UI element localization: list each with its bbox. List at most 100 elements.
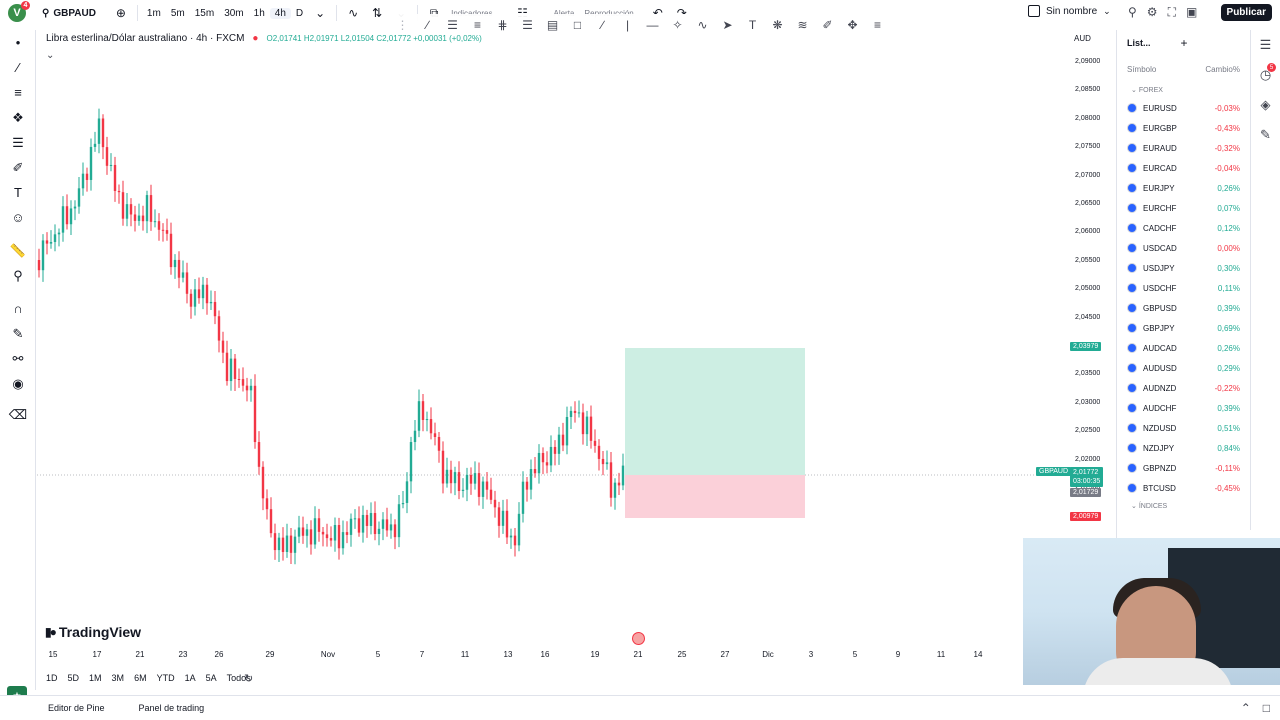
range-button[interactable]: 3M: [111, 673, 125, 683]
text-icon[interactable]: T: [748, 18, 757, 32]
range-button[interactable]: 1D: [46, 673, 58, 683]
range-button[interactable]: 1M: [89, 673, 102, 683]
fib-icon[interactable]: ≡: [473, 18, 481, 32]
watchlist-row[interactable]: GBPUSD 0,39%: [1117, 298, 1250, 318]
interval-15m[interactable]: 15m: [194, 7, 215, 19]
watchlist-row[interactable]: EURCHF 0,07%: [1117, 198, 1250, 218]
interval-5m[interactable]: 5m: [170, 7, 185, 19]
candle-chart-icon[interactable]: ⇅: [372, 6, 383, 20]
watchlist-row[interactable]: EURAUD -0,32%: [1117, 138, 1250, 158]
camera-icon[interactable]: ▣: [1185, 5, 1198, 19]
parallel-channel-icon[interactable]: ☰: [522, 18, 533, 32]
time-axis[interactable]: 15 17 21 23 26 29 Nov 5 7 11 13 16 19 21 25 27 Dic 3 5 9 11 1…: [37, 650, 1037, 664]
wave-icon[interactable]: ≋: [797, 18, 808, 32]
section-indices[interactable]: ⌄ ÍNDICES: [1131, 502, 1168, 511]
range-button[interactable]: 5D: [67, 673, 80, 683]
lock-pen-icon[interactable]: ✎: [12, 325, 24, 341]
templates-icon[interactable]: ☷: [517, 6, 528, 20]
projection-icon[interactable]: ☰: [12, 134, 24, 150]
horizontal-ray-icon[interactable]: ☰: [447, 18, 458, 32]
watchlist-row[interactable]: EURUSD -0,03%: [1117, 98, 1250, 118]
tab-pine-editor[interactable]: Editor de Pine: [48, 703, 105, 713]
quick-search-icon[interactable]: ⚲: [1128, 5, 1137, 19]
goto-date-icon[interactable]: ↻: [244, 673, 254, 685]
take-profit-zone[interactable]: [625, 348, 805, 475]
range-button[interactable]: 6M: [134, 673, 147, 683]
tab-trading-panel[interactable]: Panel de trading: [138, 703, 205, 713]
section-forex[interactable]: ⌄ FOREX: [1131, 86, 1163, 95]
interval-d[interactable]: D: [295, 7, 304, 19]
chat-icon[interactable]: ✎: [1260, 127, 1271, 142]
interval-30m[interactable]: 30m: [224, 7, 244, 19]
watchlist-title[interactable]: List...: [1127, 38, 1151, 48]
watchlist-row[interactable]: USDCAD 0,00%: [1117, 238, 1250, 258]
trash-icon[interactable]: ⌫: [8, 406, 28, 422]
chevron-up-icon[interactable]: ⌃: [1240, 701, 1251, 715]
vertical-line-icon[interactable]: |: [625, 18, 630, 32]
chevron-down-icon[interactable]: ⌄: [396, 6, 407, 20]
watchlist-row[interactable]: BTCUSD -0,45%: [1117, 478, 1250, 498]
horizontal-line-icon[interactable]: —: [646, 18, 659, 32]
zoom-icon[interactable]: ⚲: [13, 267, 23, 283]
watchlist-row[interactable]: GBPNZD -0,11%: [1117, 458, 1250, 478]
watchlist-row[interactable]: USDJPY 0,30%: [1117, 258, 1250, 278]
ruler-icon[interactable]: 📏: [9, 242, 27, 258]
chevron-down-icon[interactable]: ⌄: [46, 50, 55, 61]
indicator-icon[interactable]: ⧉: [429, 5, 439, 20]
arrow-icon[interactable]: ➤: [722, 18, 733, 32]
watchlist-row[interactable]: EURJPY 0,26%: [1117, 178, 1250, 198]
chevron-down-icon[interactable]: ⌄: [315, 6, 326, 20]
alerts-icon[interactable]: ◷ 5: [1251, 60, 1280, 90]
watchlist-row[interactable]: EURCAD -0,04%: [1117, 158, 1250, 178]
watchlist-row[interactable]: NZDUSD 0,51%: [1117, 418, 1250, 438]
indicators-button[interactable]: Indicadores: [451, 8, 493, 18]
undo-icon[interactable]: ↶: [652, 6, 663, 20]
interval-4h[interactable]: 4h: [269, 7, 291, 19]
currency-label[interactable]: AUD: [1074, 34, 1091, 43]
watchlist-row[interactable]: CADCHF 0,12%: [1117, 218, 1250, 238]
magnet-icon[interactable]: ∩: [13, 301, 23, 316]
layout-name[interactable]: Sin nombre ⌄: [1028, 5, 1111, 17]
fib-retracement-icon[interactable]: ≡: [14, 85, 22, 100]
layers-icon[interactable]: ◈: [1260, 97, 1271, 112]
watchlist-row[interactable]: AUDCAD 0,26%: [1117, 338, 1250, 358]
trend-line-icon[interactable]: ∕: [426, 18, 429, 32]
replay-button[interactable]: Reproducción: [584, 8, 634, 18]
alert-button[interactable]: Alerta: [553, 8, 575, 18]
elliott-icon[interactable]: ∿: [697, 18, 708, 32]
brush-icon[interactable]: ✐: [822, 18, 833, 32]
watchlist-row[interactable]: AUDCHF 0,39%: [1117, 398, 1250, 418]
range-button[interactable]: YTD: [156, 673, 175, 683]
economic-event-icon[interactable]: [632, 632, 645, 645]
pattern-icon[interactable]: ❖: [12, 109, 24, 125]
interval-1h[interactable]: 1h: [253, 7, 265, 19]
crosshair-icon[interactable]: •: [15, 35, 21, 50]
watchlist-icon[interactable]: ☰: [1259, 37, 1272, 52]
watchlist-row[interactable]: EURGBP -0,43%: [1117, 118, 1250, 138]
maximize-icon[interactable]: □: [1262, 701, 1270, 715]
path-icon[interactable]: ❋: [772, 18, 783, 32]
interval-1m[interactable]: 1m: [146, 7, 161, 19]
redo-icon[interactable]: ↷: [676, 6, 687, 20]
eye-icon[interactable]: ◉: [12, 375, 24, 391]
watchlist-row[interactable]: USDCHF 0,11%: [1117, 278, 1250, 298]
lock-icon[interactable]: ⚯: [12, 350, 24, 366]
column-change[interactable]: Cambio%: [1205, 64, 1240, 74]
text-icon[interactable]: T: [14, 185, 22, 200]
column-symbol[interactable]: Símbolo: [1127, 64, 1157, 74]
more-tools-icon[interactable]: ≡: [873, 18, 881, 32]
trend-line-icon[interactable]: ∕: [16, 60, 20, 75]
price-chart[interactable]: [37, 30, 1115, 668]
drag-handle-icon[interactable]: ⋮: [396, 18, 409, 32]
settings-icon[interactable]: ⚙: [1146, 5, 1158, 19]
gann-icon[interactable]: ✥: [847, 18, 858, 32]
watchlist-row[interactable]: NZDJPY 0,84%: [1117, 438, 1250, 458]
watchlist-row[interactable]: GBPJPY 0,69%: [1117, 318, 1250, 338]
symbol-title[interactable]: Libra esterlina/Dólar australiano · 4h ·…: [46, 33, 245, 44]
regression-icon[interactable]: ▤: [546, 18, 559, 32]
line-chart-icon[interactable]: ∿: [348, 6, 359, 20]
pitchfork-icon[interactable]: ⋕: [497, 18, 508, 32]
line-icon[interactable]: ∕: [601, 18, 604, 32]
publish-button[interactable]: Publicar: [1220, 4, 1272, 21]
